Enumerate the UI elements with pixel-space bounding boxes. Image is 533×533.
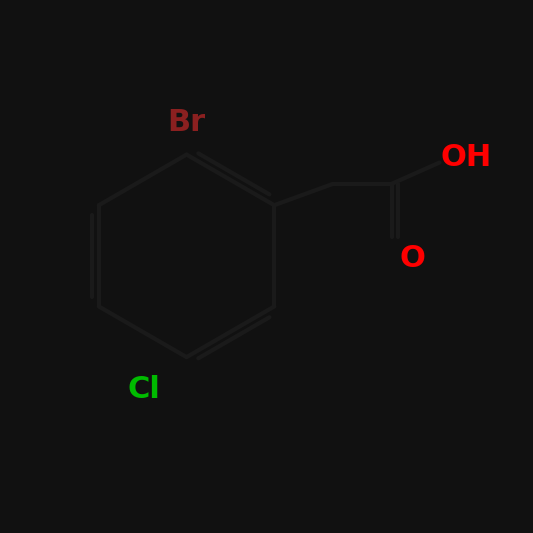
Text: Cl: Cl	[127, 375, 160, 403]
Text: O: O	[400, 244, 426, 273]
Text: Br: Br	[167, 108, 206, 137]
Text: OH: OH	[440, 143, 492, 172]
